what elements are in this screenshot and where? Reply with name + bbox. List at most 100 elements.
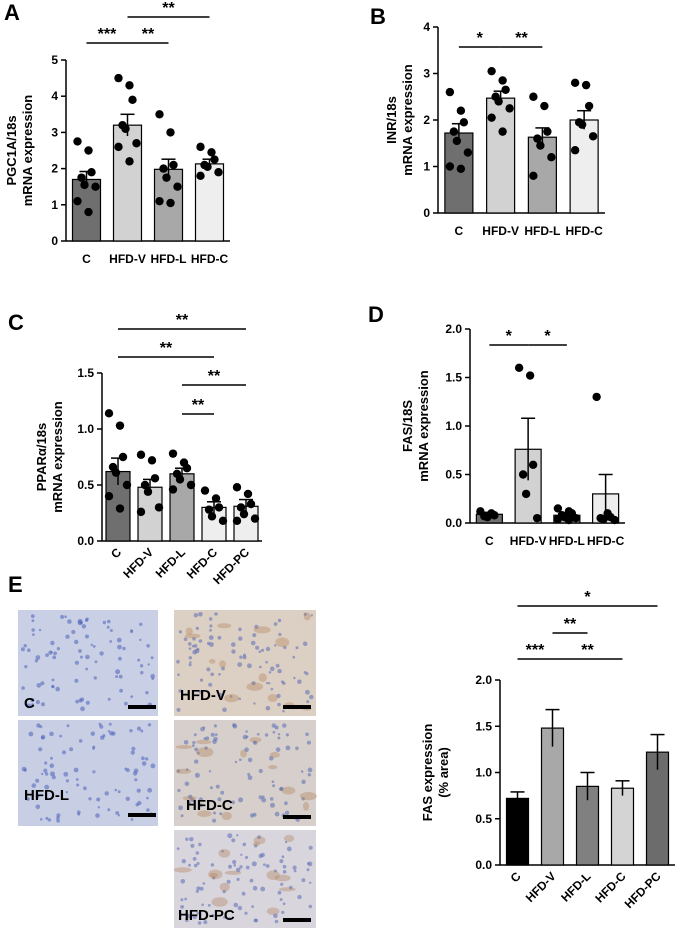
panel-d-significance-label: * — [506, 328, 513, 345]
micrograph-hfd-pc: HFD-PC — [173, 830, 316, 928]
panel-e-x-tick-label: HFD-L — [558, 869, 593, 904]
cell-nucleus — [245, 865, 250, 870]
fas-stain — [219, 882, 230, 892]
cell-nucleus — [119, 688, 123, 693]
cell-nucleus — [185, 768, 189, 771]
cell-nucleus — [278, 632, 282, 637]
panel-d-data-point — [553, 504, 563, 513]
cell-nucleus — [176, 707, 181, 712]
cell-nucleus — [210, 863, 215, 867]
panel-b-data-point — [547, 153, 556, 162]
cell-nucleus — [193, 644, 198, 648]
cell-nucleus — [26, 703, 32, 709]
cell-nucleus — [305, 689, 310, 695]
cell-nucleus — [53, 651, 57, 656]
cell-nucleus — [277, 890, 282, 895]
cell-nucleus — [274, 811, 280, 817]
panel-c-data-point — [186, 480, 196, 490]
cell-nucleus — [99, 651, 104, 656]
panel-b-data-point — [584, 101, 594, 111]
cell-nucleus — [306, 700, 310, 704]
panel-e-bar-1 — [540, 727, 565, 866]
cell-nucleus — [289, 885, 293, 890]
cell-nucleus — [115, 675, 119, 679]
fas-stain — [299, 792, 317, 801]
panel-c-data-point — [154, 503, 164, 512]
fas-stain — [274, 874, 291, 882]
cell-nucleus — [234, 760, 238, 764]
cell-nucleus — [213, 724, 217, 728]
panel-c-data-point — [211, 494, 221, 503]
cell-nucleus — [124, 767, 128, 771]
cell-nucleus — [146, 644, 150, 648]
cell-nucleus — [134, 778, 138, 782]
cell-nucleus — [31, 703, 34, 707]
cell-nucleus — [261, 797, 267, 803]
cell-nucleus — [185, 837, 189, 841]
cell-nucleus — [107, 697, 111, 701]
cell-nucleus — [31, 619, 35, 623]
micrograph-texture — [21, 722, 156, 823]
fas-stain — [253, 626, 271, 634]
cell-nucleus — [229, 695, 233, 698]
cell-nucleus — [40, 681, 45, 686]
panel-d-data-point — [483, 512, 492, 522]
cell-nucleus — [27, 648, 31, 652]
cell-nucleus — [106, 625, 110, 629]
panel-c-data-point — [122, 480, 132, 490]
cell-nucleus — [274, 919, 279, 924]
cell-nucleus — [80, 706, 85, 712]
cell-nucleus — [268, 671, 272, 674]
cell-nucleus — [95, 813, 100, 818]
cell-nucleus — [150, 763, 156, 769]
cell-nucleus — [295, 646, 299, 650]
cell-nucleus — [73, 767, 79, 773]
cell-nucleus — [254, 624, 259, 630]
cell-nucleus — [252, 885, 258, 891]
panel-a-significance-label: *** — [98, 26, 117, 43]
cell-nucleus — [93, 676, 98, 680]
panel-c-chart: 0.00.51.01.5CHFD-VHFD-LHFD-CHFD-PCPPARα/… — [34, 312, 262, 587]
panel-a-data-point — [169, 160, 178, 170]
panel-letter-a: A — [4, 0, 20, 25]
cell-nucleus — [263, 863, 266, 867]
cell-nucleus — [201, 903, 204, 907]
cell-nucleus — [269, 797, 274, 801]
cell-nucleus — [214, 733, 218, 736]
cell-nucleus — [276, 693, 281, 699]
panel-d-data-point — [490, 511, 499, 520]
panel-a-y-axis-label: mRNA expression — [20, 95, 35, 207]
micrograph-hfd-c: HFD-C — [174, 720, 317, 826]
cell-nucleus — [56, 816, 60, 820]
cell-nucleus — [64, 615, 67, 618]
cell-nucleus — [280, 882, 284, 886]
fas-stain — [266, 907, 280, 915]
panel-a-data-point — [87, 168, 96, 177]
panel-b-data-point — [570, 146, 580, 155]
cell-nucleus — [260, 852, 265, 858]
cell-nucleus — [80, 655, 83, 659]
panel-d-data-point — [564, 515, 574, 525]
panel-c-data-point — [239, 509, 249, 519]
cell-nucleus — [78, 698, 83, 703]
cell-nucleus — [188, 794, 193, 799]
panel-b-data-point — [588, 132, 598, 141]
cell-nucleus — [97, 806, 101, 809]
panel-d-data-point — [571, 513, 581, 523]
cell-nucleus — [192, 741, 196, 745]
cell-nucleus — [219, 812, 223, 816]
panel-b-x-tick-label: HFD-C — [565, 224, 603, 238]
panel-b-significance-label: * — [477, 30, 484, 47]
cell-nucleus — [130, 629, 134, 634]
cell-nucleus — [265, 646, 271, 652]
cell-nucleus — [35, 778, 40, 783]
panel-e-x-tick-label: C — [508, 869, 524, 885]
panel-a-data-point — [125, 81, 134, 90]
panel-letter-d: D — [368, 302, 384, 327]
panel-a-data-point — [73, 196, 82, 206]
cell-nucleus — [208, 682, 213, 687]
cell-nucleus — [76, 783, 80, 787]
panel-c-data-point — [214, 503, 224, 512]
cell-nucleus — [145, 691, 149, 695]
